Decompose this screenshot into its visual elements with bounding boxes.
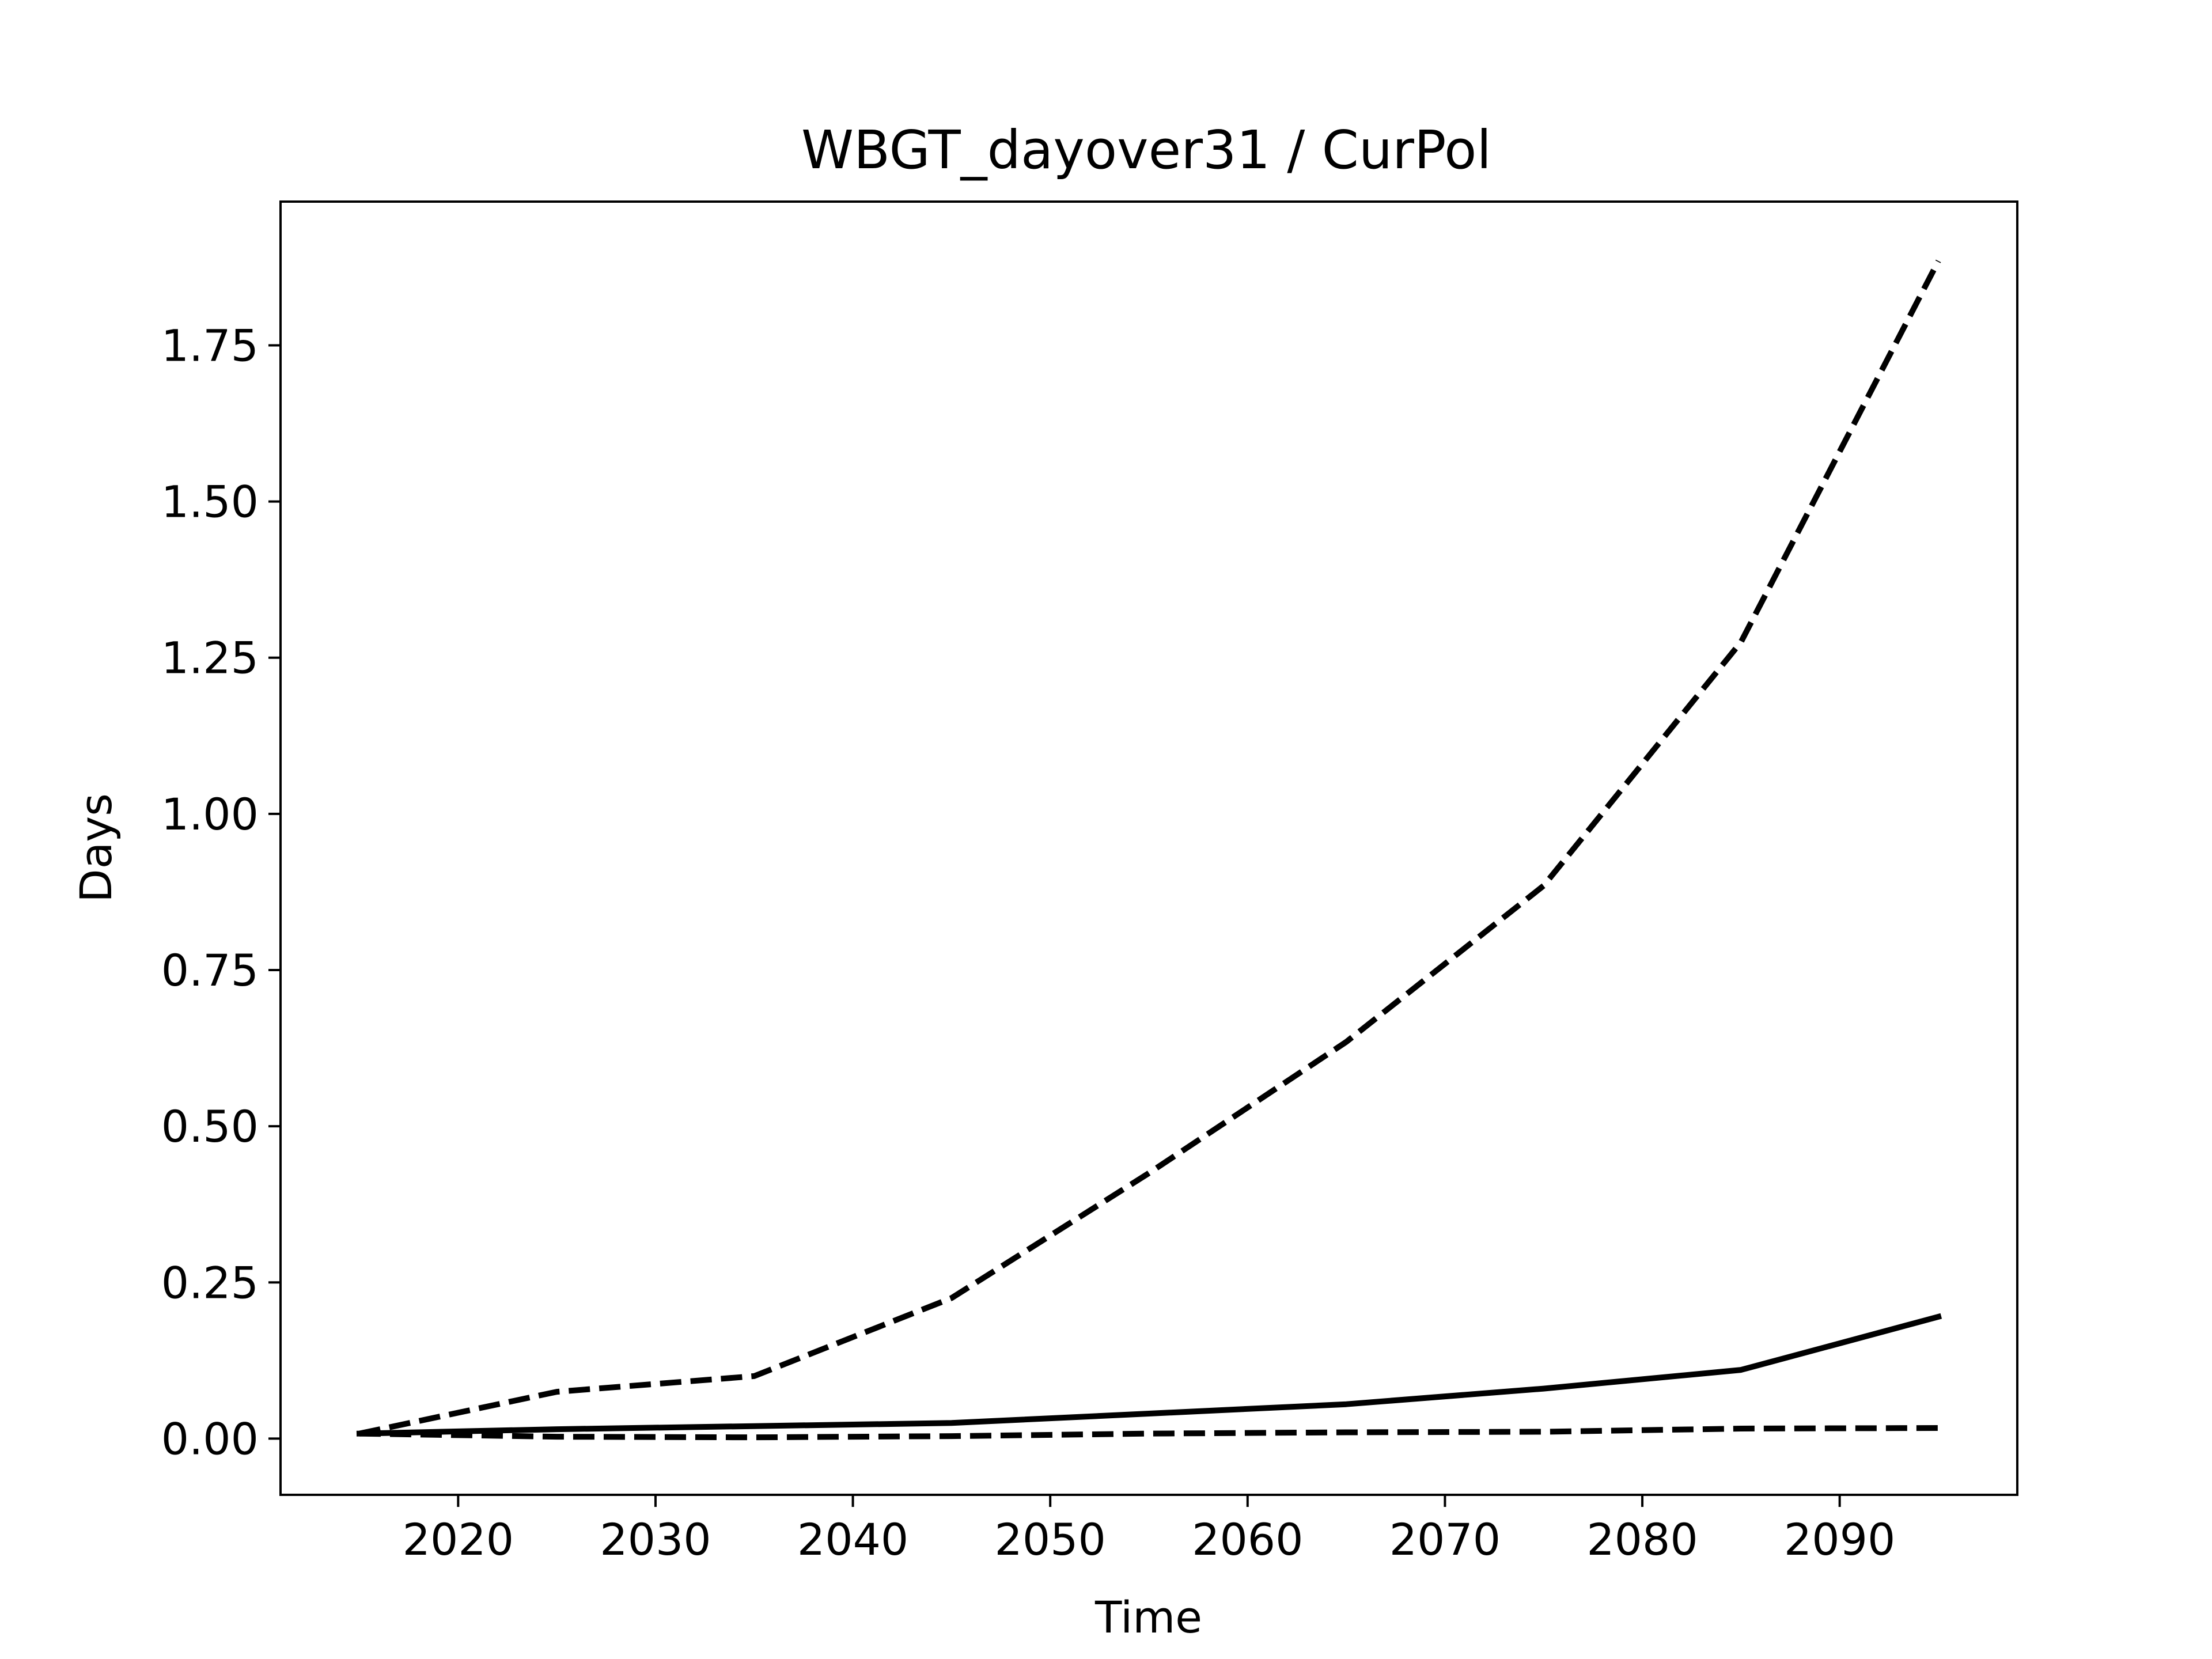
x-tick-label: 2020 bbox=[403, 1514, 514, 1565]
y-tick-label: 1.50 bbox=[161, 476, 259, 528]
x-tick-label: 2060 bbox=[1192, 1514, 1303, 1565]
x-axis: 2020 2030 2040 2050 2060 2070 2080 2090 bbox=[403, 1495, 1895, 1565]
series-1-line bbox=[358, 259, 1941, 1437]
y-tick-label: 0.25 bbox=[161, 1257, 259, 1308]
x-tick-label: 2040 bbox=[797, 1514, 908, 1565]
y-tick-label: 0.50 bbox=[161, 1101, 259, 1152]
x-tick-label: 2030 bbox=[600, 1514, 711, 1565]
x-tick-label: 2070 bbox=[1389, 1514, 1501, 1565]
y-tick-label: 1.25 bbox=[161, 632, 259, 684]
x-tick-label: 2080 bbox=[1586, 1514, 1698, 1565]
y-axis: 0.00 0.25 0.50 0.75 1.00 1.25 1.50 1.75 bbox=[161, 320, 281, 1464]
y-axis-label: Days bbox=[70, 793, 122, 903]
x-axis-label: Time bbox=[1094, 1592, 1202, 1643]
series-3-line bbox=[359, 1425, 1939, 1441]
y-tick-label: 0.75 bbox=[161, 945, 259, 996]
plot-frame bbox=[279, 200, 2018, 1496]
x-tick-label: 2050 bbox=[994, 1514, 1105, 1565]
y-tick-label: 0.00 bbox=[161, 1413, 259, 1464]
x-tick-label: 2090 bbox=[1784, 1514, 1895, 1565]
series-2-line bbox=[356, 1313, 1942, 1437]
plot-area bbox=[279, 200, 2018, 1496]
series-group bbox=[356, 259, 1942, 1441]
chart-title: WBGT_dayover31 / CurPol bbox=[801, 119, 1491, 181]
y-tick-label: 1.75 bbox=[161, 320, 259, 371]
y-tick-label: 1.00 bbox=[161, 789, 259, 840]
